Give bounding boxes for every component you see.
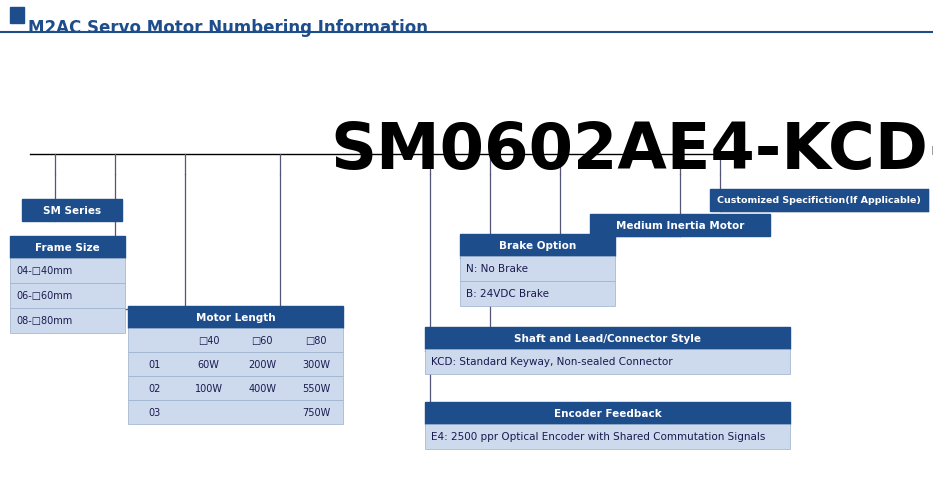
Text: □40: □40 (198, 335, 219, 345)
Text: Motor Length: Motor Length (196, 312, 275, 322)
Bar (460, 281, 615, 306)
Text: Shaft and Lead/Connector Style: Shaft and Lead/Connector Style (514, 333, 701, 343)
Bar (460, 235, 615, 257)
Text: □60: □60 (252, 335, 273, 345)
Bar (128, 376, 343, 400)
Text: SM Series: SM Series (43, 206, 101, 215)
Text: 02: 02 (148, 383, 161, 393)
Text: 03: 03 (148, 407, 161, 417)
Text: SM0602AE4-KCD-NNV-M-**: SM0602AE4-KCD-NNV-M-** (330, 120, 933, 182)
Bar (425, 349, 790, 374)
Bar (128, 400, 343, 424)
Text: 01: 01 (148, 359, 161, 369)
Text: 04-□40mm: 04-□40mm (16, 266, 72, 276)
Text: Frame Size: Frame Size (35, 242, 100, 253)
Bar (10, 308, 125, 333)
Bar (425, 402, 790, 424)
Text: 550W: 550W (302, 383, 330, 393)
Text: 06-□60mm: 06-□60mm (16, 291, 72, 301)
Bar (128, 306, 343, 328)
Bar (10, 237, 125, 258)
Text: Customized Specifiction(If Applicable): Customized Specifiction(If Applicable) (717, 196, 921, 205)
Text: 60W: 60W (198, 359, 219, 369)
Bar (10, 284, 125, 308)
Text: M2AC Servo Motor Numbering Information: M2AC Servo Motor Numbering Information (28, 19, 428, 37)
Bar (10, 258, 125, 284)
Bar (425, 327, 790, 349)
Bar (128, 352, 343, 376)
Text: 08-□80mm: 08-□80mm (16, 316, 72, 326)
Bar (128, 328, 343, 352)
Bar (710, 190, 928, 212)
Text: □80: □80 (305, 335, 327, 345)
Text: 300W: 300W (302, 359, 330, 369)
Bar (22, 199, 122, 222)
Text: Encoder Feedback: Encoder Feedback (553, 408, 661, 418)
Bar (590, 214, 770, 237)
Text: 750W: 750W (302, 407, 330, 417)
Text: 400W: 400W (248, 383, 276, 393)
Text: 100W: 100W (195, 383, 223, 393)
Bar (10, 8, 24, 24)
Bar (460, 257, 615, 281)
Text: Medium Inertia Motor: Medium Inertia Motor (616, 221, 745, 230)
Text: N: No Brake: N: No Brake (466, 264, 528, 274)
Text: E4: 2500 ppr Optical Encoder with Shared Commutation Signals: E4: 2500 ppr Optical Encoder with Shared… (431, 432, 765, 441)
Text: Brake Option: Brake Option (499, 241, 576, 251)
Text: KCD: Standard Keyway, Non-sealed Connector: KCD: Standard Keyway, Non-sealed Connect… (431, 357, 673, 367)
Text: 200W: 200W (248, 359, 276, 369)
Text: B: 24VDC Brake: B: 24VDC Brake (466, 289, 549, 299)
Bar (425, 424, 790, 449)
